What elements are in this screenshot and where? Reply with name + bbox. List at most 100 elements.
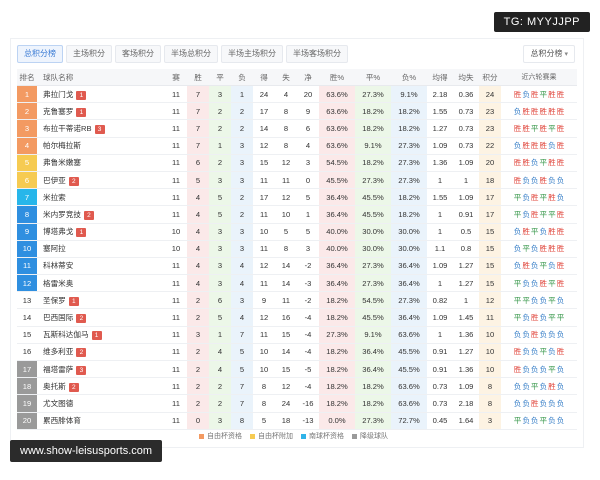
table-row[interactable]: 16 维多利亚 2 11 2 4 5 10 14 -4 18.2% 36.4% 45.5% 0.91 1.2… bbox=[17, 343, 577, 362]
legend-swatch bbox=[199, 433, 204, 439]
tab-1[interactable]: 主场积分 bbox=[66, 45, 112, 63]
stat-dp: 27.3% bbox=[355, 85, 391, 104]
team-name[interactable]: 累西腓体育 bbox=[43, 416, 81, 426]
table-row[interactable]: 3 布拉干蒂诺RB 3 11 7 2 2 14 8 6 63.6% 18.2% 18.2% 1.27 0.7… bbox=[17, 119, 577, 138]
team-name[interactable]: 维多利亚 bbox=[43, 347, 74, 357]
table-row[interactable]: 13 圣保罗 1 11 2 6 3 9 11 -2 18.2% 54.5% 27.3% 0.82 1 12 平平… bbox=[17, 291, 577, 310]
table-row[interactable]: 15 瓦斯科达伽马 1 11 3 1 7 11 15 -4 27.3% 9.1% 63.6% 1 1.36 1… bbox=[17, 326, 577, 344]
form-result: 胜 bbox=[539, 278, 548, 288]
team-name[interactable]: 米内罗竞技 bbox=[43, 209, 81, 219]
team-name[interactable]: 格雷米奥 bbox=[43, 278, 74, 288]
stat-gf: 10 bbox=[253, 223, 275, 241]
team-name[interactable]: 帕尔梅拉斯 bbox=[43, 141, 81, 151]
team-cell[interactable]: 福塔雷萨 3 bbox=[37, 360, 165, 379]
team-name[interactable]: 米拉索 bbox=[43, 192, 66, 202]
tab-3[interactable]: 半场总积分 bbox=[164, 45, 218, 63]
table-row[interactable]: 12 格雷米奥 11 4 3 4 11 14 -3 36.4% 27.3% 36.4% 1 1.27 15 平… bbox=[17, 274, 577, 293]
table-row[interactable]: 8 米内罗竞技 2 11 4 5 2 11 10 1 36.4% 45.5% 18.2% 1 0.91 17 平… bbox=[17, 205, 577, 224]
table-row[interactable]: 1 弗拉门戈 1 11 7 3 1 24 4 20 63.6% 27.3% 9.1% 2.18 0.36 24… bbox=[17, 85, 577, 104]
table-row[interactable]: 2 克鲁塞罗 1 11 7 2 2 17 8 9 63.6% 18.2% 18.2% 1.55 0.73 23… bbox=[17, 102, 577, 121]
team-cell[interactable]: 克鲁塞罗 1 bbox=[37, 102, 165, 121]
team-name[interactable]: 巴伊亚 bbox=[43, 175, 66, 185]
watermark-bottom: www.show-leisusports.com bbox=[10, 440, 163, 462]
team-cell[interactable]: 弗鲁米嫩塞 bbox=[37, 154, 165, 172]
red-card-badge: 2 bbox=[68, 176, 79, 186]
table-row[interactable]: 14 巴西国际 2 11 2 5 4 12 16 -4 18.2% 45.5% 36.4% 1.09 1.4… bbox=[17, 308, 577, 327]
table-row[interactable]: 9 博塔弗戈 1 10 4 3 3 10 5 5 40.0% 30.0% 30.0% 1 0.5 15 负胜平负… bbox=[17, 223, 577, 241]
table-row[interactable]: 6 巴伊亚 2 11 5 3 3 11 11 0 45.5% 27.3% 27.3% 1 1 18 胜负负胜负负 bbox=[17, 171, 577, 190]
team-name[interactable]: 布拉干蒂诺RB bbox=[43, 123, 92, 133]
team-cell[interactable]: 圣保罗 1 bbox=[37, 291, 165, 310]
table-row[interactable]: 11 科林蒂安 11 4 3 4 12 14 -2 36.4% 27.3% 36.4% 1.09 1.27… bbox=[17, 257, 577, 276]
team-name[interactable]: 科林蒂安 bbox=[43, 261, 74, 271]
tab-2[interactable]: 客场积分 bbox=[115, 45, 161, 63]
stat-ga: 12 bbox=[275, 188, 297, 207]
tab-0[interactable]: 总积分榜 bbox=[17, 45, 63, 63]
team-name[interactable]: 巴西国际 bbox=[43, 313, 74, 323]
stat-lp: 45.5% bbox=[391, 343, 427, 362]
team-cell[interactable]: 累西腓体育 bbox=[37, 412, 165, 430]
rank-cell: 17 bbox=[17, 360, 37, 379]
team-cell[interactable]: 奥托斯 2 bbox=[37, 377, 165, 396]
table-row[interactable]: 17 福塔雷萨 3 11 2 4 5 10 15 -5 18.2% 36.4% 45.5% 0.91 1.3… bbox=[17, 360, 577, 379]
team-cell[interactable]: 科林蒂安 bbox=[37, 257, 165, 276]
table-row[interactable]: 18 奥托斯 2 11 2 2 7 8 12 -4 18.2% 18.2% 63.6% 0.73 1.09 8… bbox=[17, 377, 577, 396]
team-cell[interactable]: 米拉索 bbox=[37, 188, 165, 207]
form-result: 平 bbox=[539, 261, 548, 271]
form-result: 平 bbox=[548, 278, 556, 288]
table-row[interactable]: 10 塞阿拉 10 4 3 3 11 8 3 40.0% 30.0% 30.0% 1.1 0.8 15 负平负… bbox=[17, 240, 577, 258]
team-cell[interactable]: 瓦斯科达伽马 1 bbox=[37, 326, 165, 344]
stat-avgf: 1.1 bbox=[427, 240, 453, 258]
form-result: 负 bbox=[539, 398, 548, 408]
team-cell[interactable]: 米内罗竞技 2 bbox=[37, 205, 165, 224]
team-cell[interactable]: 尤文图德 bbox=[37, 394, 165, 413]
stat-gd: 9 bbox=[297, 102, 319, 121]
team-name[interactable]: 博塔弗戈 bbox=[43, 227, 74, 237]
table-row[interactable]: 5 弗鲁米嫩塞 11 6 2 3 15 12 3 54.5% 18.2% 27.3% 1.36 1.09 2… bbox=[17, 154, 577, 172]
stat-ga: 15 bbox=[275, 326, 297, 344]
team-name[interactable]: 弗鲁米嫩塞 bbox=[43, 158, 81, 168]
form-result: 平 bbox=[539, 158, 548, 168]
team-cell[interactable]: 弗拉门戈 1 bbox=[37, 85, 165, 104]
table-row[interactable]: 20 累西腓体育 11 0 3 8 5 18 -13 0.0% 27.3% 72.7% 0.45 1.64… bbox=[17, 412, 577, 430]
team-name[interactable]: 弗拉门戈 bbox=[43, 89, 74, 99]
form-result: 平 bbox=[539, 347, 548, 357]
form-result: 负 bbox=[548, 330, 556, 340]
stat-lp: 18.2% bbox=[391, 205, 427, 224]
form-result: 负 bbox=[522, 192, 530, 202]
table-row[interactable]: 7 米拉索 11 4 5 2 17 12 5 36.4% 45.5% 18.2% 1.55 1.09 17 平… bbox=[17, 188, 577, 207]
form-result: 负 bbox=[530, 295, 539, 305]
team-name[interactable]: 福塔雷萨 bbox=[43, 364, 74, 374]
team-cell[interactable]: 博塔弗戈 1 bbox=[37, 223, 165, 241]
team-cell[interactable]: 塞阿拉 bbox=[37, 240, 165, 258]
stat-pts: 15 bbox=[479, 274, 501, 293]
team-name[interactable]: 克鲁塞罗 bbox=[43, 106, 74, 116]
table-row[interactable]: 4 帕尔梅拉斯 11 7 1 3 12 8 4 63.6% 9.1% 27.3% 1.09 0.73 22 负… bbox=[17, 137, 577, 155]
team-cell[interactable]: 布拉干蒂诺RB 3 bbox=[37, 119, 165, 138]
table-row[interactable]: 19 尤文图德 11 2 2 7 8 24 -16 18.2% 18.2% 63.6% 0.73 2.18… bbox=[17, 394, 577, 413]
recent-form: 平负负平负负 bbox=[501, 412, 577, 430]
team-cell[interactable]: 格雷米奥 bbox=[37, 274, 165, 293]
team-cell[interactable]: 巴西国际 2 bbox=[37, 308, 165, 327]
team-name[interactable]: 尤文图德 bbox=[43, 398, 74, 408]
stat-p: 10 bbox=[165, 240, 187, 258]
stat-p: 11 bbox=[165, 377, 187, 396]
team-name[interactable]: 塞阿拉 bbox=[43, 244, 66, 254]
rank-cell: 9 bbox=[17, 223, 37, 241]
team-cell[interactable]: 巴伊亚 2 bbox=[37, 171, 165, 190]
standings-select[interactable]: 总积分榜 ▾ bbox=[523, 45, 575, 63]
stat-wp: 63.6% bbox=[319, 85, 355, 104]
legend-label: 自由杯资格 bbox=[207, 433, 242, 440]
team-name[interactable]: 奥托斯 bbox=[43, 381, 66, 391]
stat-gd: 0 bbox=[297, 171, 319, 190]
tab-5[interactable]: 半场客场积分 bbox=[286, 45, 348, 63]
team-name[interactable]: 圣保罗 bbox=[43, 295, 66, 305]
recent-form: 负负平负胜负 bbox=[501, 377, 577, 396]
stat-wp: 63.6% bbox=[319, 119, 355, 138]
stat-d: 3 bbox=[209, 85, 231, 104]
team-cell[interactable]: 维多利亚 2 bbox=[37, 343, 165, 362]
tab-4[interactable]: 半场主场积分 bbox=[221, 45, 283, 63]
team-name[interactable]: 瓦斯科达伽马 bbox=[43, 330, 89, 340]
team-cell[interactable]: 帕尔梅拉斯 bbox=[37, 137, 165, 155]
legend-item: 降级球队 bbox=[352, 431, 388, 441]
